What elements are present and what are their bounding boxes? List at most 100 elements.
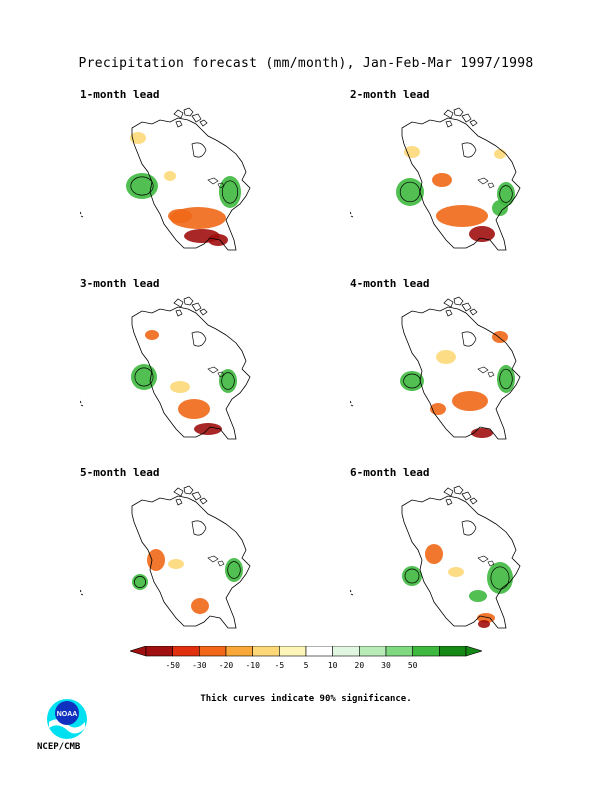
significance-contour [221, 372, 235, 390]
precip-anomaly-region [145, 330, 159, 340]
significance-contour [499, 368, 513, 390]
precip-anomaly-region [452, 391, 488, 411]
arctic-islands [173, 107, 208, 128]
credit-label: NCEP/CMB [37, 742, 81, 752]
precip-anomaly-region [492, 200, 508, 216]
precip-anomaly-region [168, 209, 192, 223]
significance-note: Thick curves indicate 90% significance. [200, 694, 412, 704]
colorbar-swatch [172, 646, 200, 657]
precipitation-map [80, 485, 251, 629]
colorbar-tick-label: -50 [165, 661, 180, 670]
significance-contour [134, 367, 154, 387]
precip-anomaly-region [425, 544, 443, 564]
colorbar-tick-label: -30 [192, 661, 207, 670]
hawaii-islands [350, 208, 354, 218]
great-lakes [477, 555, 495, 567]
precip-anomaly-region [469, 590, 487, 602]
great-lakes [207, 177, 225, 189]
great-lakes [477, 177, 495, 189]
panel-label: 5-month lead [80, 466, 160, 479]
hawaii-islands [350, 397, 354, 407]
panel-3-month-lead: 3-month lead [80, 277, 280, 457]
colorbar-tick-label: 50 [408, 661, 418, 670]
panel-5-month-lead: 5-month lead [80, 466, 280, 646]
hudson-bay [191, 331, 207, 347]
colorbar-tick-label: -10 [245, 661, 260, 670]
precip-anomaly-region [436, 205, 488, 227]
significance-contour [130, 176, 154, 196]
colorbar-tick-label: 5 [304, 661, 309, 670]
color-scale-legend: -50 -30 -20 -10 -5 5 10 20 30 50 [130, 646, 482, 670]
coastline [131, 306, 251, 440]
precip-anomaly-region [170, 381, 190, 393]
colorbar-tick-label: 20 [355, 661, 365, 670]
panel-label: 3-month lead [80, 277, 160, 290]
precip-anomaly-region [191, 598, 209, 614]
hudson-bay [461, 520, 477, 536]
map-body [350, 296, 521, 440]
panel-label: 4-month lead [350, 277, 430, 290]
significance-contour [499, 185, 513, 203]
precipitation-map [80, 296, 251, 440]
arctic-islands [173, 485, 208, 506]
significance-contour [221, 180, 239, 204]
significance-contour [403, 373, 421, 389]
panel-label: 1-month lead [80, 88, 160, 101]
precip-anomaly-region [164, 171, 176, 181]
colorbar-swatch [145, 646, 173, 657]
colorbar-tick-label: -5 [275, 661, 285, 670]
colorbar-tick-label: 30 [381, 661, 391, 670]
hawaii-islands [350, 586, 354, 596]
significance-contour [404, 568, 420, 584]
map-body [350, 107, 521, 251]
precip-anomaly-region [494, 149, 506, 159]
panel-label: 2-month lead [350, 88, 430, 101]
colorbar-swatch [252, 646, 280, 657]
precipitation-map [350, 107, 521, 251]
arctic-islands [443, 107, 478, 128]
significance-contour [227, 561, 241, 579]
coastline [401, 306, 521, 440]
colorbar-arrow-right [465, 646, 482, 657]
precip-anomaly-region [178, 399, 210, 419]
precip-anomaly-region [492, 331, 508, 343]
great-lakes [477, 366, 495, 378]
colorbar-swatch [279, 646, 307, 657]
logo-text: NOAA [57, 711, 78, 718]
colorbar-swatch [439, 646, 467, 657]
panel-6-month-lead: 6-month lead [350, 466, 550, 646]
precipitation-map [350, 296, 521, 440]
map-body [80, 485, 251, 629]
arctic-islands [173, 296, 208, 317]
map-body [80, 107, 251, 251]
colorbar-arrow-left [130, 646, 147, 657]
colorbar-tick-label: 10 [328, 661, 338, 670]
significance-contour [134, 576, 146, 588]
coastline [131, 495, 251, 629]
colorbar-swatch [305, 646, 333, 657]
coastline [401, 495, 521, 629]
hudson-bay [461, 142, 477, 158]
panel-4-month-lead: 4-month lead [350, 277, 550, 457]
precipitation-map [80, 107, 251, 251]
hawaii-islands [80, 586, 84, 596]
precip-anomaly-region [469, 226, 495, 242]
panel-1-month-lead: 1-month lead [80, 88, 280, 268]
colorbar-swatch [412, 646, 440, 657]
precipitation-map [350, 485, 521, 629]
precip-anomaly-region [130, 132, 146, 144]
hudson-bay [461, 331, 477, 347]
precip-anomaly-region [168, 559, 184, 569]
panel-label: 6-month lead [350, 466, 430, 479]
hudson-bay [191, 142, 207, 158]
colorbar-swatch [332, 646, 360, 657]
hawaii-islands [80, 208, 84, 218]
colorbar-swatch [359, 646, 387, 657]
hudson-bay [191, 520, 207, 536]
map-body [350, 485, 521, 629]
precip-anomaly-region [432, 173, 452, 187]
great-lakes [207, 555, 225, 567]
colorbar-swatch [225, 646, 253, 657]
precip-anomaly-region [404, 146, 420, 158]
precip-anomaly-region [436, 350, 456, 364]
